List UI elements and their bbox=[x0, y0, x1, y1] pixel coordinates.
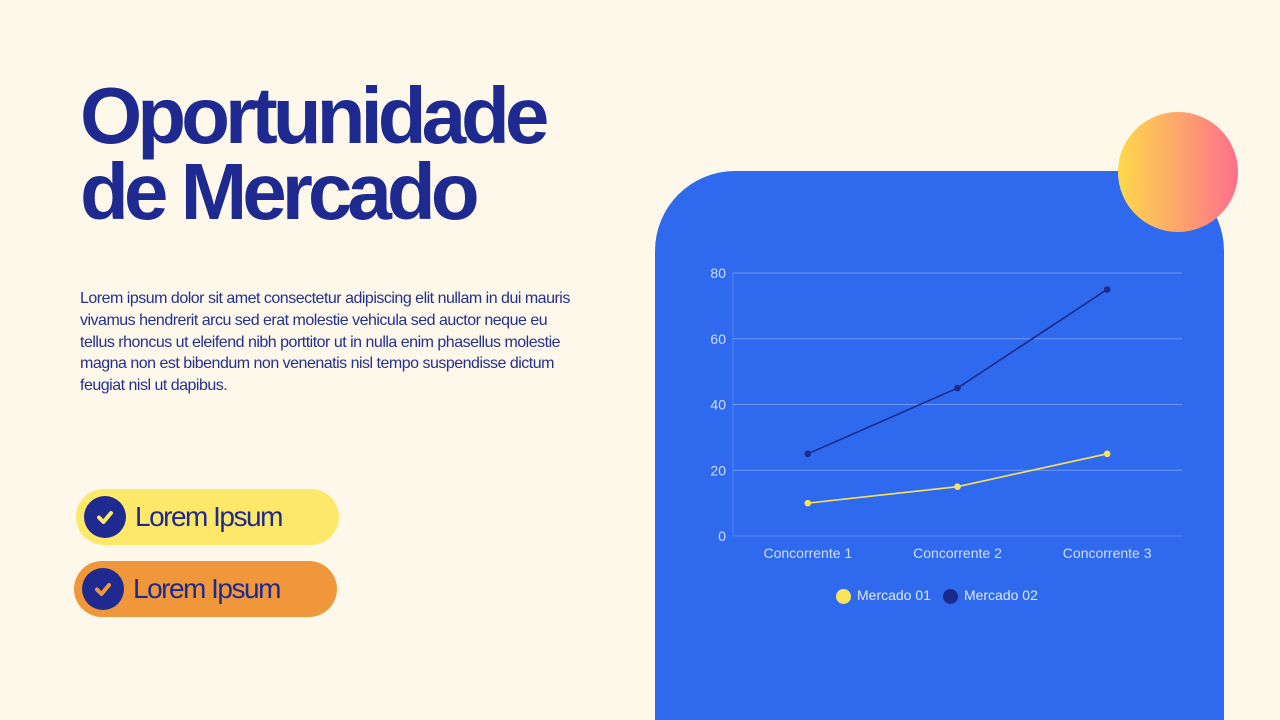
feature-pill-1: Lorem Ipsum bbox=[76, 489, 339, 545]
y-tick-label: 60 bbox=[710, 331, 726, 347]
check-icon bbox=[82, 568, 124, 610]
x-tick-label: Concorrente 3 bbox=[1063, 545, 1152, 561]
data-point bbox=[954, 384, 961, 392]
feature-pill-2: Lorem Ipsum bbox=[74, 561, 337, 617]
series-line bbox=[807, 453, 1108, 504]
decorative-gradient-circle bbox=[1118, 112, 1238, 232]
legend-item-mercado-02: Mercado 02 bbox=[942, 585, 1038, 604]
legend-item-mercado-01: Mercado 01 bbox=[836, 585, 931, 604]
legend-label: Mercado 01 bbox=[857, 586, 931, 603]
check-icon bbox=[84, 496, 126, 538]
data-point bbox=[954, 483, 961, 490]
page-title: Oportunidade de Mercado bbox=[80, 71, 549, 236]
title-line-2: de Mercado bbox=[80, 147, 480, 236]
data-point bbox=[1103, 450, 1111, 458]
y-tick-label: 80 bbox=[710, 265, 726, 281]
data-point bbox=[1103, 286, 1111, 293]
x-tick-label: Concorrente 2 bbox=[913, 545, 1002, 561]
legend-label: Mercado 02 bbox=[963, 586, 1038, 603]
title-line-1: Oportunidade bbox=[80, 71, 549, 160]
x-tick-label: Concorrente 1 bbox=[763, 545, 852, 561]
data-point bbox=[804, 450, 812, 458]
body-paragraph: Lorem ipsum dolor sit amet consectetur a… bbox=[80, 290, 570, 395]
chart-legend: Mercado 01 Mercado 02 bbox=[836, 585, 1044, 604]
legend-swatch-icon bbox=[836, 589, 851, 604]
y-tick-label: 40 bbox=[710, 397, 726, 413]
data-point bbox=[804, 499, 812, 507]
chart-panel bbox=[655, 171, 1224, 720]
pill-label: Lorem Ipsum bbox=[133, 573, 281, 604]
legend-swatch-icon bbox=[942, 589, 958, 604]
series-line bbox=[807, 288, 1108, 455]
pill-label: Lorem Ipsum bbox=[135, 501, 283, 532]
y-tick-label: 20 bbox=[710, 462, 726, 478]
y-tick-label: 0 bbox=[718, 528, 726, 544]
